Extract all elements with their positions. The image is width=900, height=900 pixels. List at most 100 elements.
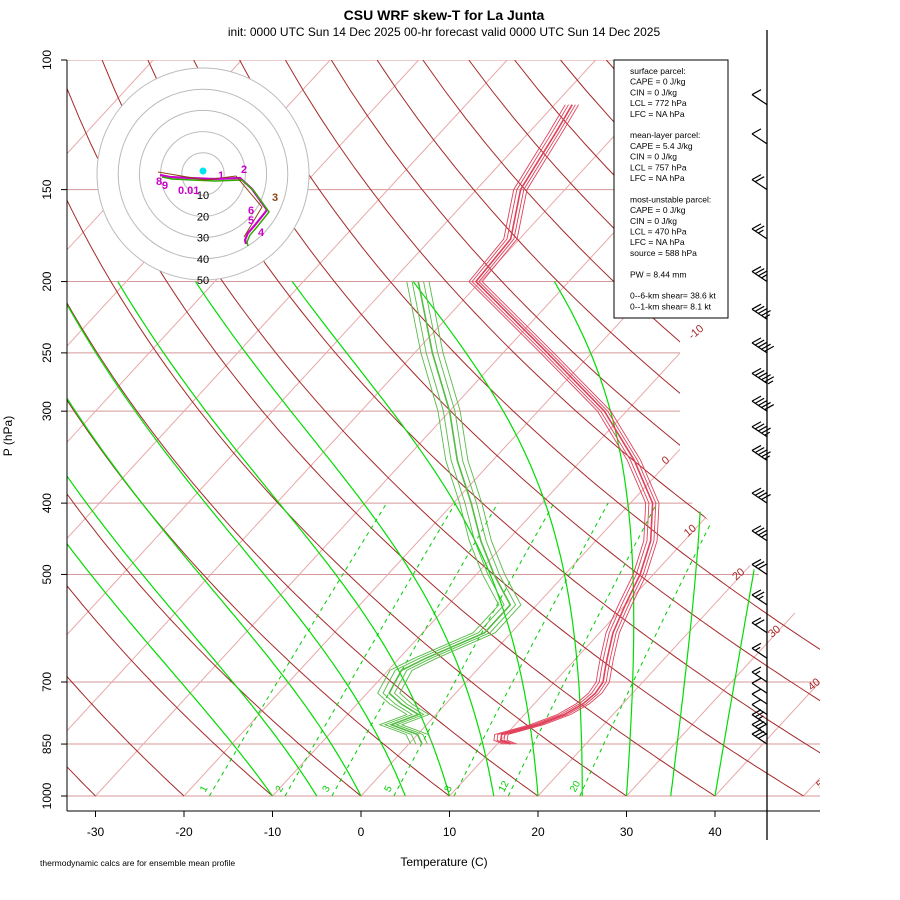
parcel-info-line: LCL = 772 hPa <box>630 98 687 108</box>
mixing-ratio-line <box>393 502 555 797</box>
dry-adiabat-line <box>67 60 185 797</box>
isotherm-label: 40 <box>806 676 823 693</box>
wind-barb <box>751 337 775 354</box>
hodograph-origin-marker <box>199 167 207 175</box>
mixing-ratio-label: 1 <box>198 784 211 794</box>
wind-barb <box>751 558 768 575</box>
parcel-info-line: CAPE = 5.4 J/kg <box>630 141 693 151</box>
dry-adiabat-line <box>376 60 820 797</box>
footer-note: thermodynamic calcs are for ensemble mea… <box>40 858 235 868</box>
mixing-ratio-label: 20 <box>568 779 583 794</box>
hodograph-ring-label: 20 <box>197 211 209 223</box>
dry-adiabat-line <box>193 60 820 797</box>
x-tick-label: -20 <box>175 825 193 839</box>
wind-barb <box>751 688 768 705</box>
x-tick-label: 0 <box>358 825 365 839</box>
dry-adiabat-line <box>101 60 804 797</box>
x-axis-ticks: -30 -20 -10 0 10 20 30 40 <box>87 811 722 839</box>
hodograph-ring <box>117 88 289 260</box>
hodograph-height-label: 3 <box>272 192 278 204</box>
dry-adiabat-line <box>67 60 627 797</box>
isotherm-line <box>892 60 900 796</box>
moist-adiabat-line <box>714 281 794 797</box>
y-axis-ticks: 100 150 200 250 300 400 500 700 850 1000 <box>40 50 67 809</box>
mixing-ratio-line <box>507 502 658 797</box>
dewpoint-member-line <box>377 281 500 745</box>
dry-adiabat-line <box>330 60 820 797</box>
hodograph-height-label: 1 <box>218 170 224 182</box>
dewpoint-mean-line <box>388 281 512 745</box>
parcel-info-line: LCL = 757 hPa <box>630 162 687 172</box>
chart-title: CSU WRF skew-T for La Junta <box>344 7 545 23</box>
moist-adiabat-line <box>553 281 635 797</box>
hodograph-ring-label: 10 <box>197 190 209 202</box>
wind-barb <box>751 89 768 106</box>
hodograph: 10 20 30 40 50 8 9 0.01 1 2 3 456 <box>96 67 310 287</box>
shear-line: 0--1-km shear= 8.1 kt <box>630 301 712 311</box>
parcel-info-line: CAPE = 0 J/kg <box>630 77 686 87</box>
x-tick-label: 10 <box>443 825 457 839</box>
hodograph-trace <box>161 176 270 247</box>
y-tick-label: 150 <box>40 179 54 199</box>
hodograph-height-label: 8 <box>156 176 162 188</box>
parcel-info-line: CIN = 0 J/kg <box>630 216 677 226</box>
dry-adiabat-line <box>67 60 450 797</box>
moist-adiabat-line <box>291 281 539 797</box>
wind-barb <box>751 699 768 716</box>
isotherm-label: -10 <box>686 323 706 342</box>
parcel-info-line: LFC = NA hPa <box>630 109 685 119</box>
temperature-member-line <box>478 104 657 745</box>
isobars <box>67 60 820 797</box>
moist-adiabat-line <box>67 281 406 797</box>
isotherm-line <box>626 60 820 797</box>
dry-adiabat-line <box>67 60 716 797</box>
mixing-ratio-label: 5 <box>383 784 396 794</box>
y-tick-label: 100 <box>40 50 54 70</box>
y-tick-label: 400 <box>40 493 54 513</box>
wind-barb <box>751 223 768 240</box>
dry-adiabat-line <box>67 60 362 797</box>
dry-adiabat-line <box>67 60 273 797</box>
mixing-ratio-label: 8 <box>443 784 456 794</box>
temperature-member-line <box>468 104 647 745</box>
hodograph-ring-label: 30 <box>197 233 209 245</box>
dry-adiabat-line <box>147 60 820 797</box>
hodograph-height-label: 0.01 <box>178 185 199 197</box>
dry-adiabat-line <box>67 60 539 797</box>
mixing-ratio-line <box>579 502 722 797</box>
shear-line: 0--6-km shear= 38.6 kt <box>630 291 716 301</box>
parcel-info-line: source = 588 hPa <box>630 248 697 258</box>
isotherm-label: 0 <box>660 454 672 467</box>
isotherm-line <box>67 60 685 797</box>
wind-barb <box>751 617 768 634</box>
x-axis-label: Temperature (C) <box>400 855 487 869</box>
parcel-info-line: mean-layer parcel: <box>630 130 700 140</box>
hodograph-height-label: 9 <box>162 180 168 192</box>
wind-barb <box>751 666 768 683</box>
y-tick-label: 250 <box>40 343 54 363</box>
temperature-member-line <box>471 104 650 745</box>
dry-adiabat-line <box>239 60 820 797</box>
wind-barb <box>751 174 768 191</box>
y-tick-label: 300 <box>40 401 54 421</box>
wind-barb <box>751 589 768 606</box>
parcel-info-line: LFC = NA hPa <box>630 237 685 247</box>
wind-barb <box>751 728 768 745</box>
wind-barb <box>751 525 768 542</box>
wind-barb <box>751 642 768 659</box>
y-tick-label: 700 <box>40 672 54 692</box>
hodograph-height-label: 2 <box>241 164 247 176</box>
x-tick-label: -10 <box>264 825 282 839</box>
parcel-info-line: LFC = NA hPa <box>630 173 685 183</box>
y-tick-label: 1000 <box>40 782 54 809</box>
wind-barb <box>751 128 768 145</box>
parcel-info-line: CIN = 0 J/kg <box>630 87 677 97</box>
moist-adiabat-line <box>67 281 273 797</box>
chart-subtitle: init: 0000 UTC Sun 14 Dec 2025 00-hr for… <box>228 25 661 39</box>
wind-barb <box>751 677 768 694</box>
hodograph-ring-label: 40 <box>197 254 209 266</box>
moist-adiabat-line <box>412 281 583 797</box>
hodograph-height-label: 6 <box>248 205 254 217</box>
isotherm-label: 50 <box>814 774 831 791</box>
